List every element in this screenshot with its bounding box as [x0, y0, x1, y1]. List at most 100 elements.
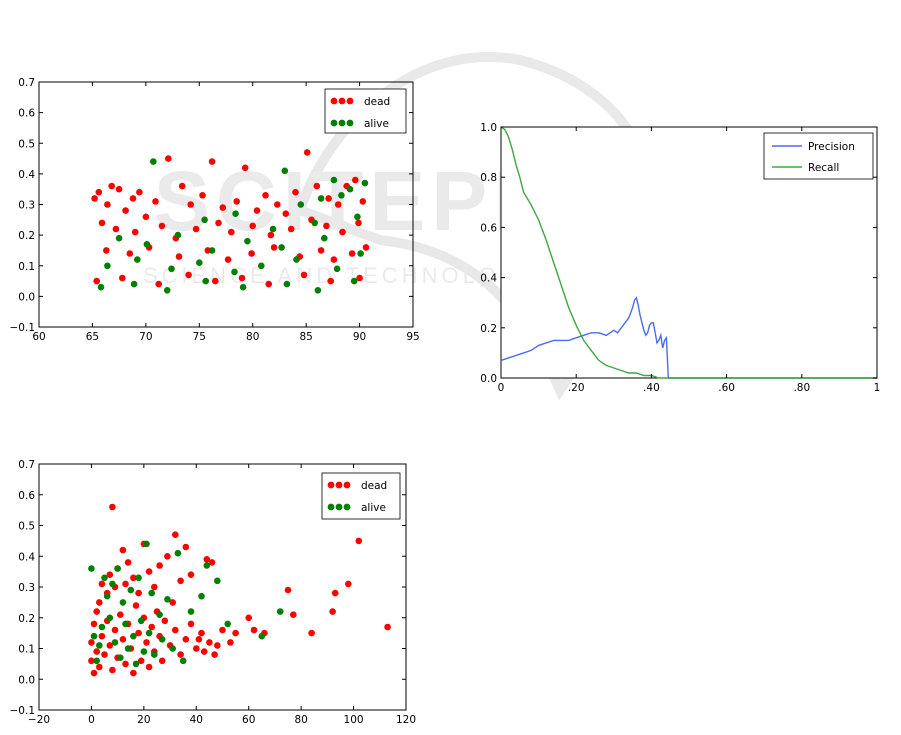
scatter-top-point-alive [244, 237, 251, 245]
scatter-bottom-point-alive [124, 645, 132, 652]
scatter-top-point-dead [192, 225, 200, 233]
scatter-top-point-dead [95, 188, 103, 196]
legend-box [763, 132, 874, 180]
scatter-top-point-dead [112, 225, 120, 233]
scatter-bottom-legend: dead alive [321, 472, 401, 520]
scatter-bottom-point-dead [145, 568, 153, 575]
scatter-top-point-alive [134, 256, 141, 263]
scatter-top-point-alive [346, 185, 354, 193]
scatter-bottom-xtick-label: 120 [396, 714, 416, 726]
scatter-bottom-point-alive [90, 632, 98, 640]
scatter-bottom-point-dead [182, 543, 190, 551]
scatter-bottom-point-dead [329, 608, 336, 615]
scatter-top-point-alive [333, 265, 341, 273]
scatter-bottom-point-alive [151, 651, 158, 658]
scatter-bottom-point-dead [208, 559, 216, 566]
scatter-bottom-ytick-label: 0.6 [18, 490, 35, 502]
scatter-bottom-point-alive [156, 611, 163, 618]
scatter-top-ytick-label: 0.6 [18, 108, 35, 120]
scatter-bottom-point-alive [130, 632, 137, 640]
scatter-bottom-point-alive [164, 596, 171, 603]
scatter-top-ytick-label: 0.7 [18, 77, 35, 89]
scatter-bottom-point-alive [203, 562, 211, 569]
scatter-bottom-point-alive [88, 565, 95, 572]
scatter-bottom-point-alive [148, 589, 155, 597]
scatter-top-point-dead [327, 277, 335, 285]
scatter-top-point-alive [150, 158, 157, 165]
scatter-top-point-dead [91, 195, 98, 202]
scatter-bottom-point-dead [211, 651, 218, 658]
scatter-bottom-point-alive [169, 645, 176, 652]
scatter-bottom-point-dead [384, 623, 391, 631]
scatter-bottom-point-dead [117, 611, 124, 618]
scatter-top-point-alive [201, 216, 208, 224]
scatter-top-point-dead [219, 204, 227, 211]
scatter-bottom-point-alive [276, 608, 284, 615]
scatter-top-ytick-label: 0.1 [18, 261, 35, 273]
scatter-top-point-alive [97, 283, 105, 291]
scatter-bottom-point-dead [96, 663, 103, 671]
scatter-top-point-dead [142, 213, 150, 221]
scatter-bottom-xtick-label: 20 [137, 714, 150, 726]
scatter-bottom-point-dead [177, 577, 184, 585]
scatter-bottom-point-dead [250, 626, 258, 634]
scatter-top-point-alive [239, 283, 247, 291]
scatter-bottom-point-dead [182, 636, 190, 643]
scatter-top-point-alive [350, 277, 358, 285]
scatter-top-xtick-label: 70 [139, 331, 152, 343]
scatter-bottom-point-dead [135, 629, 142, 637]
scatter-bottom-point-dead [98, 632, 106, 640]
scatter-bottom-point-dead [156, 562, 163, 569]
scatter-top-point-dead [274, 201, 281, 208]
pr-ytick-label: 0.8 [480, 172, 497, 184]
scatter-bottom-point-dead [169, 599, 176, 606]
scatter-top-point-dead [248, 250, 255, 257]
scatter-top-xtick-label: 90 [353, 331, 366, 343]
scatter-top-point-dead [108, 182, 115, 190]
scatter-bottom-point-dead [172, 626, 179, 634]
scatter-top-point-dead [158, 222, 166, 230]
pr-xtick-label: .60 [718, 382, 735, 394]
scatter-top-point-dead [282, 210, 290, 217]
scatter-bottom-point-alive [106, 614, 114, 622]
scatter-top-point-dead [325, 195, 332, 202]
scatter-top-ytick-label: 0.0 [18, 291, 35, 303]
scatter-bottom-ytick-label: 0.2 [18, 613, 35, 625]
scatter-bottom-point-dead [106, 642, 114, 649]
scatter-top-point-dead [352, 176, 359, 184]
scatter-top-ytick-label: 0.3 [18, 200, 35, 212]
scatter-bottom-point-alive [187, 608, 195, 615]
legend-label-precision: Precision [808, 141, 855, 153]
legend-label-dead: dead [364, 96, 390, 108]
scatter-bottom-point-dead [122, 580, 129, 588]
scatter-top-point-alive [104, 262, 111, 270]
scatter-top-point-dead [249, 222, 256, 230]
scatter-top-point-dead [270, 244, 278, 251]
scatter-bottom-point-dead [232, 629, 239, 637]
scatter-top-point-dead [339, 228, 346, 236]
scatter-top-point-dead [208, 158, 216, 165]
scatter-top-point-dead [165, 155, 172, 162]
scatter-top-point-dead [185, 271, 192, 279]
scatter-bottom-point-dead [143, 639, 150, 646]
scatter-bottom-axes: −20 0 20 40 60 80 100 120 −0.1 0.0 0.1 0.2 0.3 0.4 0.5… [10, 459, 417, 726]
scatter-bottom-point-dead [135, 589, 142, 597]
scatter-bottom-point-dead [200, 648, 208, 655]
scatter-bottom-point-dead [109, 666, 116, 674]
scatter-bottom-point-dead [187, 620, 195, 628]
scatter-top-point-alive [143, 241, 151, 248]
scatter-bottom-point-alive [158, 636, 166, 643]
scatter-top-point-alive [232, 210, 239, 217]
scatter-top-point-dead [131, 228, 139, 236]
scatter-bottom-point-dead [98, 580, 106, 588]
legend-box [321, 472, 401, 520]
scatter-top-point-alive [357, 250, 364, 257]
scatter-top-xtick-label: 75 [193, 331, 206, 343]
scatter-top-point-dead [178, 182, 186, 190]
scatter-bottom-point-dead [161, 617, 169, 625]
scatter-top-point-alive [317, 195, 325, 202]
scatter-top-point-dead [323, 222, 330, 230]
scatter-bottom-point-dead [101, 651, 108, 658]
scatter-top-point-dead [356, 274, 363, 282]
